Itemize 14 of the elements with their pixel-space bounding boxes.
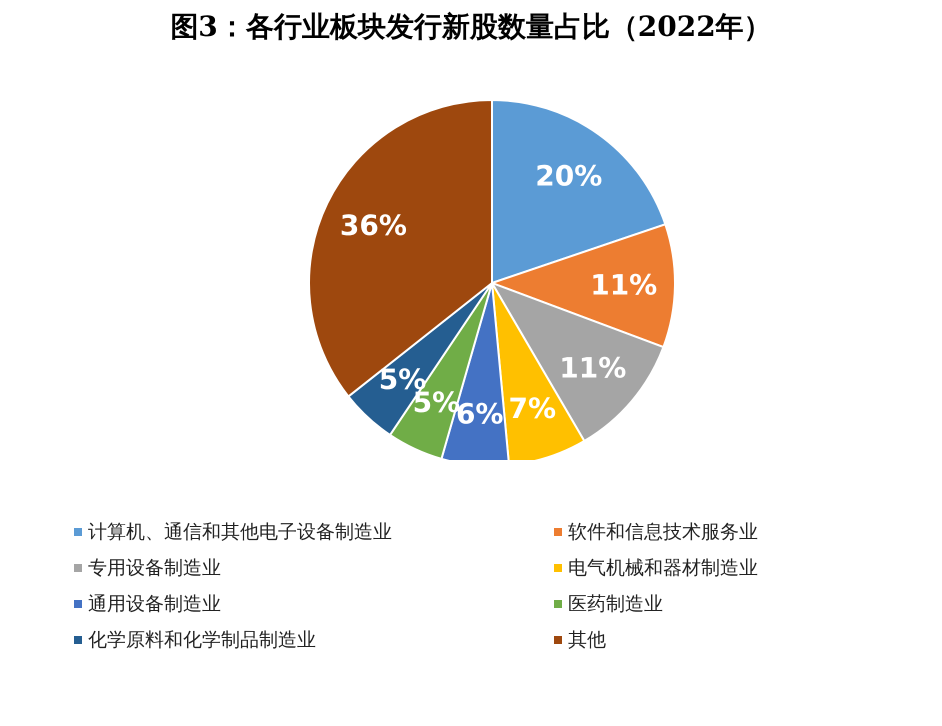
- legend-label: 专用设备制造业: [88, 556, 221, 581]
- legend-label: 化学原料和化学制品制造业: [88, 628, 316, 653]
- legend-label: 通用设备制造业: [88, 592, 221, 617]
- chart-title: 图3：各行业板块发行新股数量占比（2022年）: [169, 9, 773, 45]
- data-label: 11%: [590, 268, 658, 302]
- data-label: 36%: [340, 209, 407, 242]
- legend-label: 电气机械和器材制造业: [568, 556, 758, 581]
- legend-label: 其他: [568, 628, 606, 653]
- legend-label: 软件和信息技术服务业: [568, 520, 758, 545]
- data-label: 7%: [508, 392, 556, 425]
- legend-label: 医药制造业: [568, 592, 663, 617]
- legend-label: 计算机、通信和其他电子设备制造业: [88, 520, 392, 545]
- data-label: 11%: [559, 351, 626, 384]
- data-label: 20%: [535, 159, 602, 192]
